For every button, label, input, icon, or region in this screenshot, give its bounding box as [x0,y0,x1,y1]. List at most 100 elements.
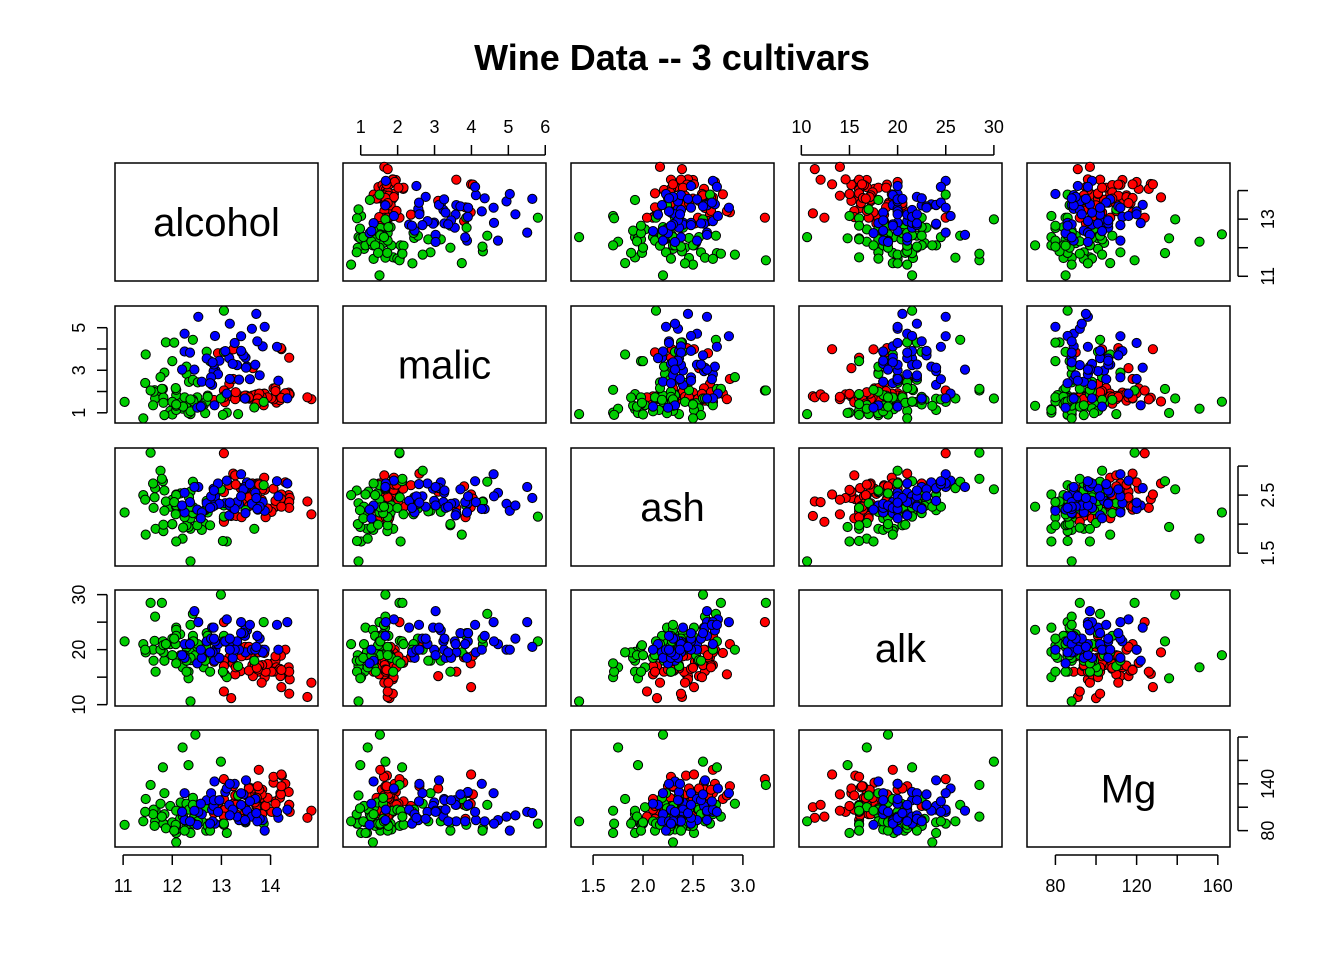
point-class3-22 [388,783,399,794]
point-class1-39 [466,682,477,693]
point-class2-66 [398,819,409,830]
point-class3-44 [463,628,474,639]
point-class2-9 [233,661,244,672]
point-class3-39 [1115,202,1126,213]
point-class2-59 [854,520,865,531]
point-class2-60 [167,519,178,530]
point-class1-46 [451,174,462,185]
tick-label-bottom-ash: 3.0 [730,876,755,896]
point-class2-54 [902,259,913,270]
point-class2-0 [802,232,813,243]
point-class1-13 [382,164,393,175]
point-class3-40 [1082,650,1094,661]
point-class3-37 [1066,357,1077,368]
point-class2-51 [1105,529,1116,540]
point-class3-47 [935,806,947,818]
point-class2-56 [907,270,918,281]
point-class3-44 [921,491,932,502]
point-class1-25 [218,448,229,459]
point-class3-35 [1066,336,1077,347]
point-class3-20 [1137,483,1148,494]
tick-label-bottom-ash: 1.5 [581,876,606,896]
point-class2-66 [170,383,181,394]
point-class3-25 [911,209,923,220]
point-class1-8 [834,805,846,816]
point-class1-58 [687,662,699,673]
point-class3-17 [488,217,500,228]
point-class2-19 [1164,407,1175,419]
tick-label-top-alk: 20 [888,117,908,137]
point-class3-40 [430,236,441,248]
point-class3-42 [1072,180,1083,192]
point-class3-41 [1062,502,1073,513]
point-class3-0 [368,776,379,787]
point-class2-9 [863,790,874,801]
point-class1-25 [940,774,951,785]
point-class3-39 [723,202,735,213]
point-class3-40 [177,650,188,661]
point-class3-5 [196,376,207,387]
point-class2-25 [873,485,884,496]
tick-label-bottom-alcohol: 13 [211,876,231,896]
point-class3-25 [510,500,521,511]
point-class3-46 [1131,644,1142,655]
point-class2-69 [1066,619,1077,631]
point-class3-34 [420,191,431,202]
point-class3-39 [940,331,951,342]
point-class3-6 [492,235,504,246]
point-class3-0 [873,776,884,787]
point-class3-46 [224,373,235,385]
point-class2-60 [167,356,178,367]
point-class3-15 [652,353,664,364]
point-class1-25 [940,448,951,459]
point-class3-38 [935,374,947,385]
point-class3-17 [488,491,500,502]
point-class3-33 [878,355,889,366]
point-class3-25 [669,318,681,329]
point-class3-27 [430,606,441,617]
point-class3-25 [224,810,235,821]
point-class1-50 [218,686,229,697]
point-class2-14 [988,393,1000,404]
tick-label-bottom-alcohol: 14 [261,876,281,896]
point-class3-41 [665,378,677,389]
point-class2-54 [687,413,699,424]
point-class2-3 [249,523,260,534]
point-class1-8 [834,161,846,172]
point-class2-0 [185,556,196,567]
point-class3-9 [931,218,942,229]
point-class2-63 [482,608,493,620]
point-class1-1 [226,693,237,704]
point-class1-42 [844,188,855,200]
point-class3-34 [420,633,431,644]
point-class3-20 [433,775,445,786]
point-class3-44 [236,491,247,502]
panel-malic-vs-alk [798,305,1003,424]
tick-label-left-alk: 10 [69,695,89,715]
point-class2-51 [140,793,151,805]
point-class2-19 [1164,233,1175,244]
point-class2-12 [258,396,269,407]
point-class2-55 [370,490,381,501]
point-class3-20 [1137,199,1148,210]
point-class3-46 [674,373,686,385]
point-class2-54 [346,639,357,650]
point-class2-25 [159,410,170,421]
point-class3-44 [236,799,247,811]
tick-label-top-malic: 2 [393,117,403,137]
point-class3-27 [959,364,971,375]
point-class2-41 [868,240,879,251]
point-class3-35 [916,503,927,515]
point-class2-48 [202,391,213,402]
point-class3-31 [1105,644,1116,655]
point-class2-66 [1060,240,1071,251]
point-class1-13 [809,164,820,175]
point-class3-42 [1072,491,1083,502]
point-class1-6 [840,174,851,185]
point-class1-13 [1072,164,1083,175]
point-class2-60 [445,242,456,253]
tick-label-bottom-alcohol: 11 [114,876,133,896]
panel-frame [570,305,775,424]
point-class3-37 [443,647,454,658]
point-class2-5 [882,488,894,499]
